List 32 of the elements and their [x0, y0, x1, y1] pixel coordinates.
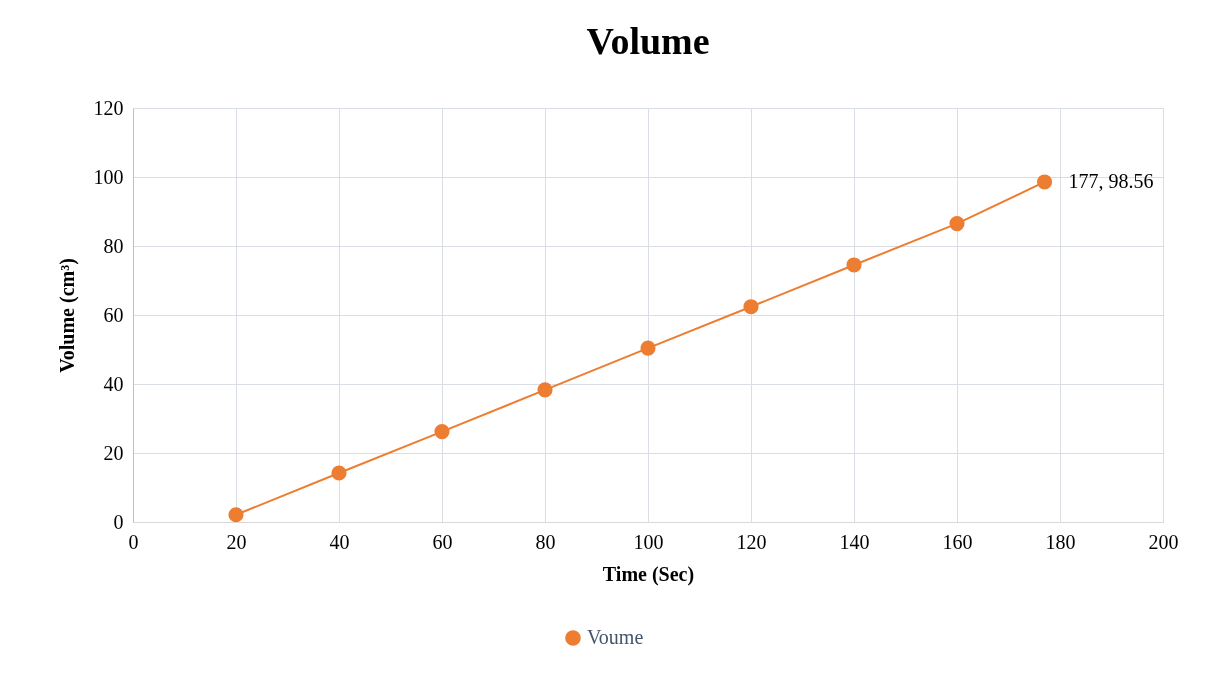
x-tick-label: 0	[128, 530, 139, 553]
x-tick-label: 200	[1148, 530, 1179, 553]
x-tick-label: 140	[839, 530, 870, 553]
x-tick-label: 80	[535, 530, 556, 553]
y-tick-label: 0	[113, 510, 124, 533]
x-tick-label: 40	[329, 530, 350, 553]
x-tick-label: 180	[1045, 530, 1076, 553]
data-label: 177, 98.56	[1068, 169, 1154, 192]
y-tick-label: 100	[93, 165, 124, 188]
point	[640, 340, 656, 356]
x-tick-label: 100	[633, 530, 664, 553]
point	[949, 216, 965, 232]
point	[846, 257, 862, 273]
y-axis-title: Volume (cm³)	[55, 258, 79, 373]
x-tick-label: 20	[226, 530, 247, 553]
point	[434, 424, 450, 440]
y-tick-label: 120	[93, 96, 124, 119]
legend-label: Voume	[587, 626, 644, 648]
chart-title: Volume	[586, 20, 710, 62]
point	[331, 465, 347, 481]
point	[228, 507, 244, 523]
x-axis-title: Time (Sec)	[602, 562, 695, 586]
point	[1036, 174, 1053, 190]
x-tick-label: 160	[942, 530, 973, 553]
y-tick-label: 80	[103, 234, 124, 257]
point	[537, 382, 553, 398]
x-tick-label: 60	[432, 530, 453, 553]
x-tick-label: 120	[736, 530, 767, 553]
y-tick-label: 60	[103, 303, 124, 326]
y-tick-label: 40	[103, 372, 124, 395]
point	[743, 299, 759, 315]
y-tick-label: 20	[103, 441, 124, 464]
